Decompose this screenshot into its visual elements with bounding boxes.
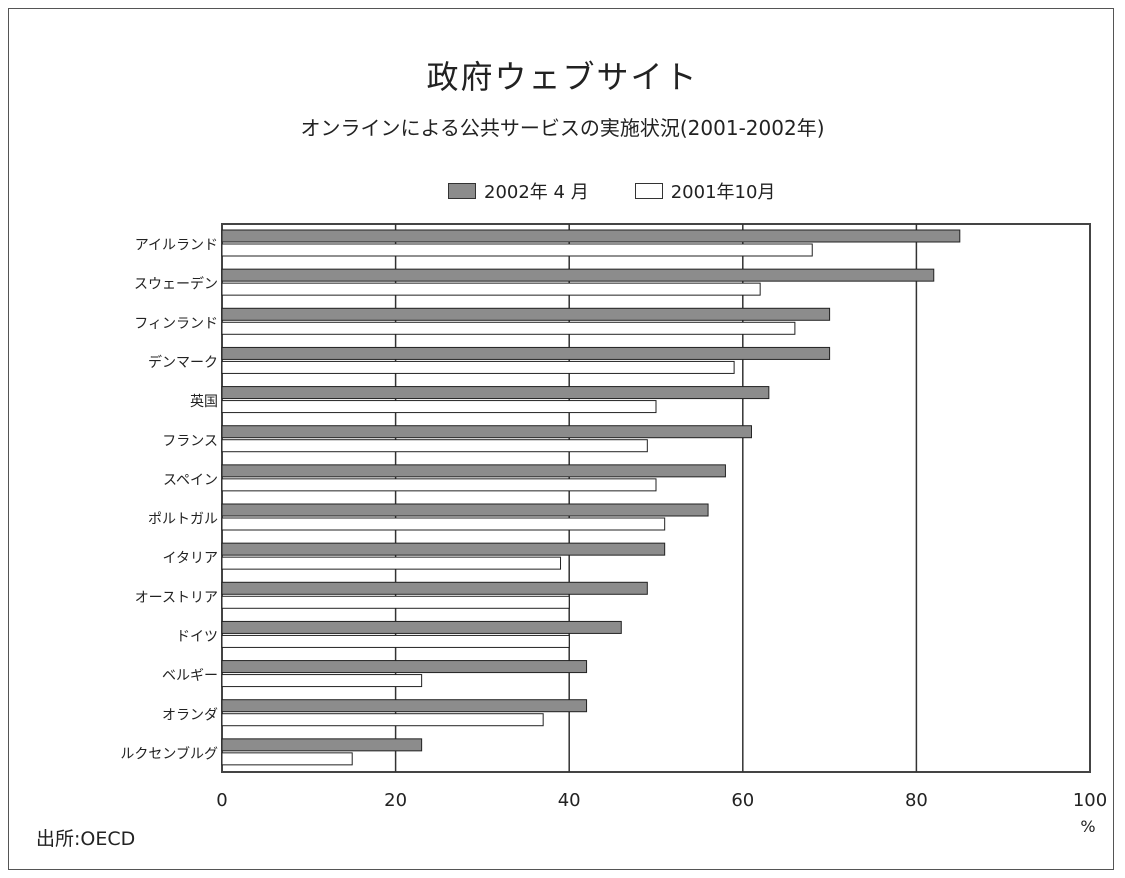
bar-series-2 [221,595,570,609]
bar-series-2 [221,282,761,296]
category-label: ドイツ [176,629,218,645]
x-unit-label: % [1080,817,1095,836]
bar-series-1 [221,386,770,400]
bar-series-2 [221,752,353,766]
x-tick-label: 100 [1073,790,1107,811]
bar-series-1 [221,660,588,674]
legend-item-series-1: 2002年 4 月 [448,178,589,204]
x-tick-label: 80 [905,790,928,811]
x-tick-label: 40 [558,790,581,811]
x-tick-label: 20 [384,790,407,811]
category-label: フィンランド [134,316,218,332]
bar-series-1 [221,346,831,360]
bar-series-1 [221,307,831,321]
bar-series-1 [221,581,648,595]
legend: 2002年 4 月 2001年10月 [448,176,821,206]
legend-swatch-series-2 [634,183,663,199]
bar-series-2 [221,713,544,727]
plot-area [221,223,1091,773]
bar-series-2 [221,400,657,414]
bar-series-2 [221,556,562,570]
bar-series-1 [221,425,752,439]
legend-item-series-2: 2001年10月 [634,178,776,204]
category-label: スペイン [163,472,218,488]
bar-series-2 [221,674,423,688]
category-label: アイルランド [135,238,218,254]
bar-series-1 [221,229,961,243]
legend-label-series-1: 2002年 4 月 [484,182,589,203]
bar-series-1 [221,542,666,556]
bar-series-1 [221,464,726,478]
category-label: イタリア [163,551,218,567]
category-label: オランダ [162,707,218,723]
chart-title: 政府ウェブサイト [426,58,699,96]
bar-series-2 [221,478,657,492]
bar-series-1 [221,503,709,517]
category-label: ルクセンブルグ [120,745,218,762]
bar-series-2 [221,321,796,335]
bar-series-2 [221,243,813,257]
category-label: フランス [162,433,218,449]
bar-series-1 [221,268,935,282]
bar-series-1 [221,620,622,634]
chart-subtitle: オンラインによる公共サービスの実施状況(2001-2002年) [300,116,825,140]
category-label: ベルギー [162,668,218,684]
category-label: 英国 [190,393,218,410]
x-tick-label: 60 [731,790,754,811]
bar-series-1 [221,699,588,713]
category-label: スウェーデン [134,276,218,293]
source-note: 出所:OECD [36,828,136,850]
bar-series-2 [221,517,666,531]
category-label: オーストリア [135,590,218,606]
category-label: ポルトガル [148,512,218,528]
category-label: デンマーク [148,354,218,371]
bar-series-2 [221,634,570,648]
legend-label-series-2: 2001年10月 [670,182,776,203]
legend-swatch-series-1 [448,183,476,199]
bar-series-1 [221,738,423,752]
bar-series-2 [221,439,648,453]
x-tick-label: 0 [216,790,227,811]
bar-series-2 [221,360,735,374]
